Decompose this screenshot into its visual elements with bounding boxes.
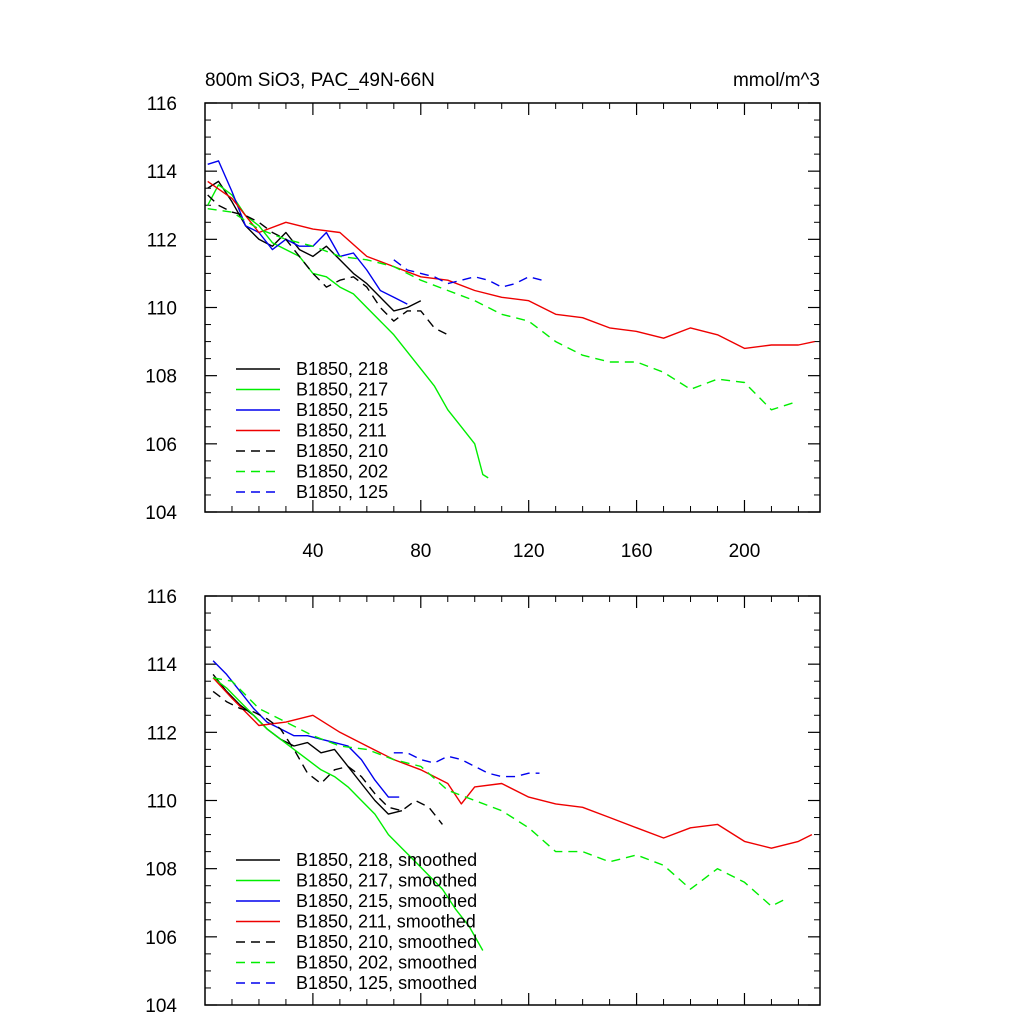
bottom-series-line-3 <box>212 677 813 849</box>
top-y-tick-label: 104 <box>145 503 177 524</box>
bottom-series-line-6 <box>393 752 540 778</box>
top-x-tick-label: 160 <box>621 541 653 562</box>
bottom-series-line-0 <box>212 673 403 815</box>
bottom-y-tick-label: 114 <box>147 655 178 676</box>
bottom-legend-label: B1850, 211, smoothed <box>296 912 476 932</box>
top-series-group <box>207 160 815 479</box>
top-legend-label: B1850, 215 <box>296 400 388 420</box>
chart-title-right: mmol/m^3 <box>733 70 820 91</box>
top-legend-label: B1850, 211 <box>296 421 387 441</box>
bottom-series-line-5 <box>212 677 786 907</box>
bottom-legend-label: B1850, 215, smoothed <box>296 891 477 911</box>
chart-title-left: 800m SiO3, PAC_49N-66N <box>205 70 435 91</box>
top-y-tick-label: 110 <box>147 299 177 320</box>
top-y-tick-label: 106 <box>145 435 177 456</box>
bottom-legend-label: B1850, 210, smoothed <box>296 932 477 952</box>
top-series-line-5 <box>207 208 794 411</box>
top-series-line-0 <box>207 180 422 312</box>
bottom-series-line-2 <box>212 660 400 798</box>
top-axis-ticks: 104 106 108 110 112 114 116 40 80 120 160 200 <box>145 94 820 562</box>
top-y-tick-label: 112 <box>147 230 177 251</box>
bottom-axis-ticks: 104 106 108 110 112 114 116 <box>145 587 820 1017</box>
top-series-line-4 <box>207 194 449 336</box>
top-series-line-6 <box>393 259 543 288</box>
top-legend-label: B1850, 125 <box>296 482 388 502</box>
bottom-series-line-1 <box>212 677 484 951</box>
top-series-line-1 <box>207 184 489 479</box>
top-x-tick-label: 40 <box>302 541 323 562</box>
bottom-y-tick-label: 112 <box>147 723 177 744</box>
bottom-y-tick-label: 110 <box>147 792 177 813</box>
bottom-series-group <box>212 660 813 951</box>
top-x-tick-label: 120 <box>513 541 545 562</box>
bottom-y-tick-label: 104 <box>145 996 177 1017</box>
bottom-legend-label: B1850, 218, smoothed <box>296 850 477 870</box>
top-y-tick-label: 116 <box>147 94 177 115</box>
top-legend-label: B1850, 217 <box>296 380 388 400</box>
bottom-y-tick-label: 108 <box>145 860 177 881</box>
bottom-y-tick-label: 106 <box>145 928 177 949</box>
top-y-tick-label: 108 <box>145 367 177 388</box>
bottom-y-tick-label: 116 <box>147 587 177 608</box>
top-series-line-2 <box>207 160 408 305</box>
bottom-legend-label: B1850, 217, smoothed <box>296 871 477 891</box>
bottom-legend-label: B1850, 202, smoothed <box>296 953 477 973</box>
top-series-line-3 <box>207 180 815 350</box>
top-legend-label: B1850, 210 <box>296 441 388 461</box>
top-legend-label: B1850, 218 <box>296 359 388 379</box>
top-x-tick-label: 80 <box>410 541 431 562</box>
top-x-tick-label: 200 <box>729 541 761 562</box>
bottom-legend-label: B1850, 125, smoothed <box>296 973 477 993</box>
top-legend-label: B1850, 202 <box>296 462 388 482</box>
top-y-tick-label: 114 <box>147 162 178 183</box>
bottom-series-line-4 <box>212 690 443 825</box>
